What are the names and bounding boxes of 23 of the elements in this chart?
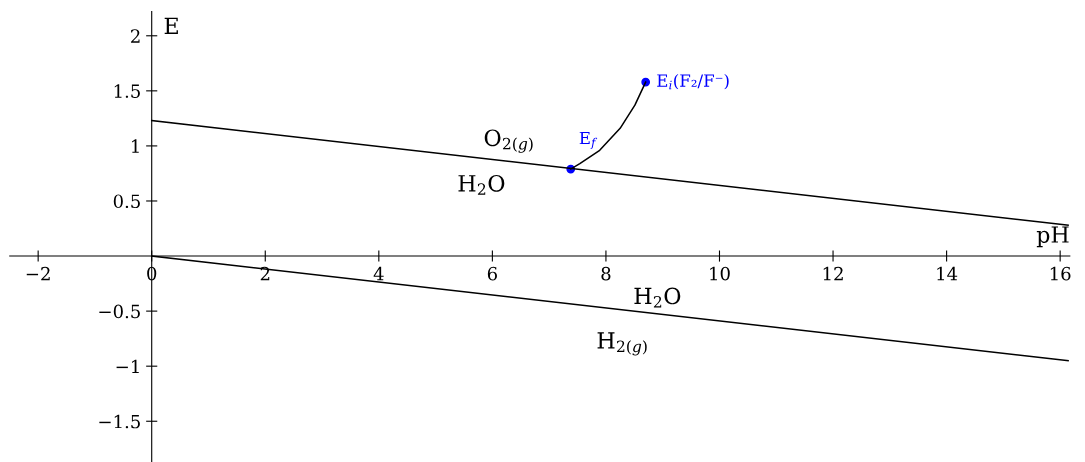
- annotation: H$_{2}$O: [634, 287, 681, 308]
- x-tick-label: 10: [710, 266, 730, 281]
- annotation: H$_{2}$O: [458, 174, 505, 195]
- y-tick-label: −0.5: [99, 304, 140, 319]
- y-tick-label: 1.5: [114, 84, 140, 98]
- x-tick-label: −2: [26, 266, 50, 281]
- y-tick-label: −1: [116, 359, 139, 374]
- annotation: H$_{2(g)}$: [597, 332, 647, 356]
- x-tick-label: 6: [487, 266, 497, 281]
- annotation: O$_{2(g)}$: [484, 129, 533, 153]
- x-tick-label: 8: [601, 266, 611, 281]
- y-tick-label: −1.5: [99, 414, 140, 429]
- x-axis-title: pH: [1036, 226, 1069, 248]
- series-label: E$_{f}$: [579, 131, 598, 150]
- y-tick-label: 1: [132, 139, 139, 153]
- series-label: E$_{i}$(F₂/F⁻): [657, 73, 729, 90]
- x-tick-label: 16: [1050, 266, 1071, 281]
- y-tick-label: 2: [131, 29, 140, 43]
- y-axis-title: E: [164, 17, 178, 34]
- x-tick-label: 12: [823, 266, 843, 281]
- y-tick-label: 0.5: [113, 194, 140, 209]
- x-tick-label: 4: [373, 266, 384, 281]
- x-tick-label: 14: [937, 266, 958, 281]
